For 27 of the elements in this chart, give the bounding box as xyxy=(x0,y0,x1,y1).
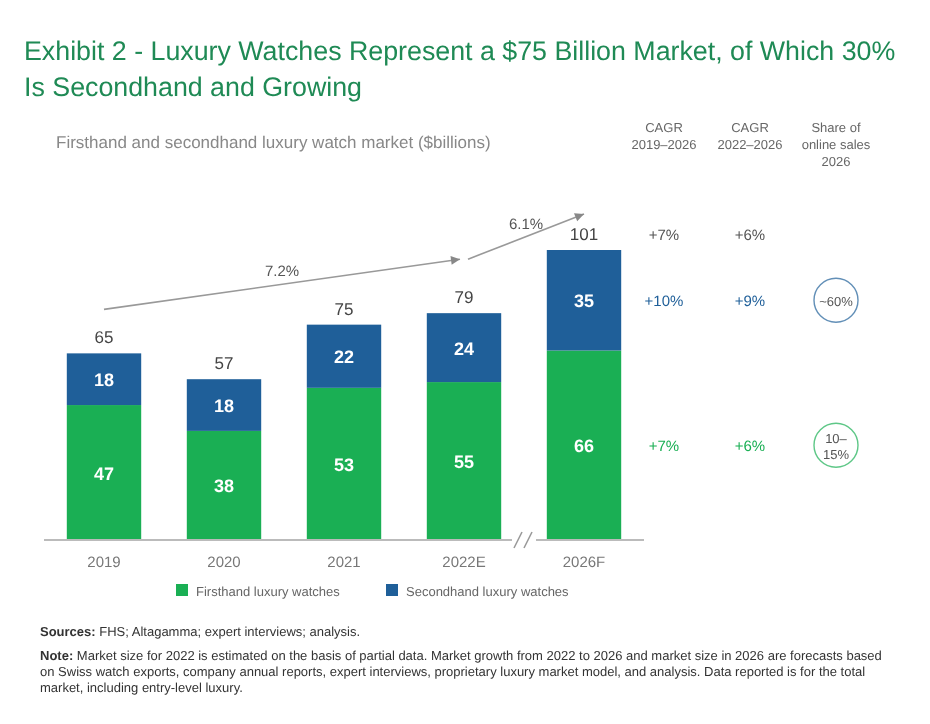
bar xyxy=(186,379,262,431)
bar xyxy=(186,430,262,540)
bar xyxy=(306,387,382,540)
data-label: 35 xyxy=(573,291,595,312)
data-label: 18 xyxy=(213,396,235,417)
data-label: 66 xyxy=(573,436,595,457)
data-label: 22 xyxy=(333,347,355,368)
data-label: 55 xyxy=(453,452,475,473)
data-label: 24 xyxy=(453,338,475,359)
bar xyxy=(546,250,622,351)
bar xyxy=(306,324,382,388)
chart-title: Exhibit 2 - Luxury Watches Represent a $75 Billion Market, of Which 30% Is Secondhand and Growing xyxy=(24,36,896,102)
bar xyxy=(66,353,142,406)
bar xyxy=(546,350,622,540)
total-label: 79 xyxy=(454,287,474,308)
data-label: 18 xyxy=(93,370,115,391)
chart-subtitle: Firsthand and secondhand luxury watch market ($billions) xyxy=(56,132,491,152)
bar xyxy=(426,382,502,540)
total-label: 101 xyxy=(569,224,599,244)
data-label: 38 xyxy=(213,476,235,497)
bar xyxy=(66,405,142,540)
total-label: 75 xyxy=(334,298,354,319)
total-label: 65 xyxy=(94,327,114,348)
data-label: 53 xyxy=(333,454,355,475)
data-label: 47 xyxy=(93,463,115,484)
total-label: 57 xyxy=(214,353,234,374)
bar xyxy=(426,313,502,383)
